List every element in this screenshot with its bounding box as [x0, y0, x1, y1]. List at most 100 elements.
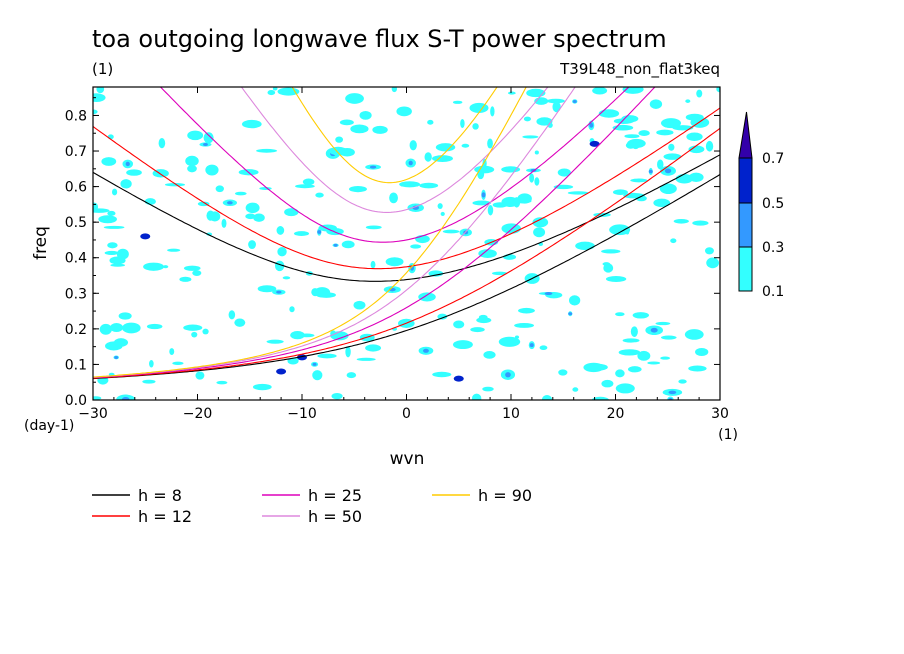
contour-patch	[514, 335, 520, 339]
contour-patch	[424, 152, 432, 162]
contour-patch	[569, 295, 581, 306]
contour-patch	[142, 379, 156, 384]
contour-patch	[311, 288, 319, 297]
contour-patch	[706, 257, 720, 269]
contour-patch	[350, 124, 369, 134]
contour-patch	[315, 192, 324, 198]
contour-patch	[472, 123, 479, 130]
contour-patch	[282, 276, 291, 280]
contour-patch	[116, 248, 129, 260]
contour-patch	[431, 155, 453, 162]
contour-patch	[529, 173, 535, 183]
curve-h50-ig	[240, 87, 549, 213]
contour-patch	[192, 270, 202, 276]
contour-patch	[615, 369, 625, 378]
contour-patch	[284, 208, 299, 217]
contour-patch	[638, 130, 650, 137]
curve-h12-rg	[93, 127, 720, 379]
contour-patch	[601, 379, 614, 388]
contour-patch	[514, 323, 535, 328]
contour-patch-mid	[589, 122, 594, 128]
contour-patch-high	[276, 368, 287, 375]
legend-label: h = 90	[478, 486, 532, 505]
plot-area	[93, 87, 720, 400]
contour-patch	[143, 262, 164, 271]
contour-patch	[317, 353, 337, 359]
contour-patch	[103, 225, 125, 229]
contour-patch	[187, 130, 204, 141]
y-axis-label: freq	[31, 226, 51, 260]
contour-patch	[272, 87, 278, 91]
x-axis-label: wvn	[390, 449, 425, 469]
contour-patch	[653, 198, 671, 208]
contour-patch	[162, 265, 169, 269]
contour-patch	[209, 211, 221, 222]
contour-patch	[146, 323, 163, 330]
contour-patch	[534, 150, 539, 155]
legend-label: h = 25	[308, 486, 362, 505]
contour-patch	[460, 118, 465, 128]
contour-patch	[685, 113, 704, 121]
contour-patch	[539, 345, 548, 351]
contour-patch	[215, 185, 224, 193]
contour-patch	[477, 169, 485, 180]
contour-patch	[339, 119, 354, 126]
contour-patch	[557, 168, 571, 177]
contour-patch	[109, 323, 124, 332]
contour-patch	[471, 393, 482, 400]
contour-patch	[615, 312, 625, 317]
contour-patch	[695, 347, 709, 356]
contour-patch	[396, 106, 412, 117]
contour-patch	[164, 183, 186, 187]
contour-patch	[612, 189, 628, 195]
contour-patch	[609, 224, 631, 236]
contour-patch	[656, 129, 674, 136]
x-tick-label: 30	[711, 406, 729, 422]
curve-h50-rg	[93, 87, 576, 378]
x-tick-label: −20	[183, 406, 213, 422]
x-tick-label: 20	[607, 406, 625, 422]
contour-patch	[335, 136, 344, 143]
contour-patch	[289, 306, 295, 313]
contour-fill-layer	[93, 87, 720, 400]
contour-patch-mid	[408, 160, 413, 166]
contour-patch	[618, 349, 641, 356]
contour-patch	[409, 140, 417, 151]
contour-patch	[631, 141, 640, 150]
contour-patch	[685, 99, 691, 103]
x-tick-label: −30	[78, 406, 108, 422]
contour-patch	[389, 192, 398, 204]
contour-patch	[302, 178, 315, 186]
y-tick-label: 0.1	[65, 357, 87, 373]
contour-patch	[187, 165, 197, 173]
contour-patch	[410, 244, 422, 249]
contour-patch	[221, 218, 227, 228]
contour-patch	[202, 328, 209, 335]
contour-patch	[287, 357, 299, 365]
contour-patch	[419, 182, 439, 189]
contour-patch	[206, 232, 213, 236]
contour-patch-mid	[572, 99, 577, 103]
units-label: (1)	[92, 60, 113, 78]
curve-h25-ig	[159, 87, 630, 243]
contour-patch	[660, 335, 677, 340]
contour-patch	[203, 132, 214, 144]
contour-patch	[572, 387, 579, 392]
contour-patch	[692, 220, 709, 226]
legend: h = 8 h = 12 h = 25 h = 50 h = 90	[92, 486, 532, 526]
colorbar-label: 0.3	[762, 240, 784, 256]
contour-patch	[365, 344, 382, 352]
legend-label: h = 8	[138, 486, 182, 505]
contour-patch	[533, 227, 546, 238]
colorbar-label: 0.5	[762, 196, 784, 212]
contour-patch	[490, 106, 495, 117]
contour-patch	[248, 240, 256, 250]
contour-patch	[391, 87, 398, 93]
y-axis-units: (day-1)	[24, 418, 74, 434]
contour-patch	[663, 153, 682, 160]
contour-patch	[356, 357, 376, 361]
contour-patch	[110, 263, 126, 267]
colorbar-segment	[738, 246, 753, 292]
contour-patch	[552, 101, 561, 113]
